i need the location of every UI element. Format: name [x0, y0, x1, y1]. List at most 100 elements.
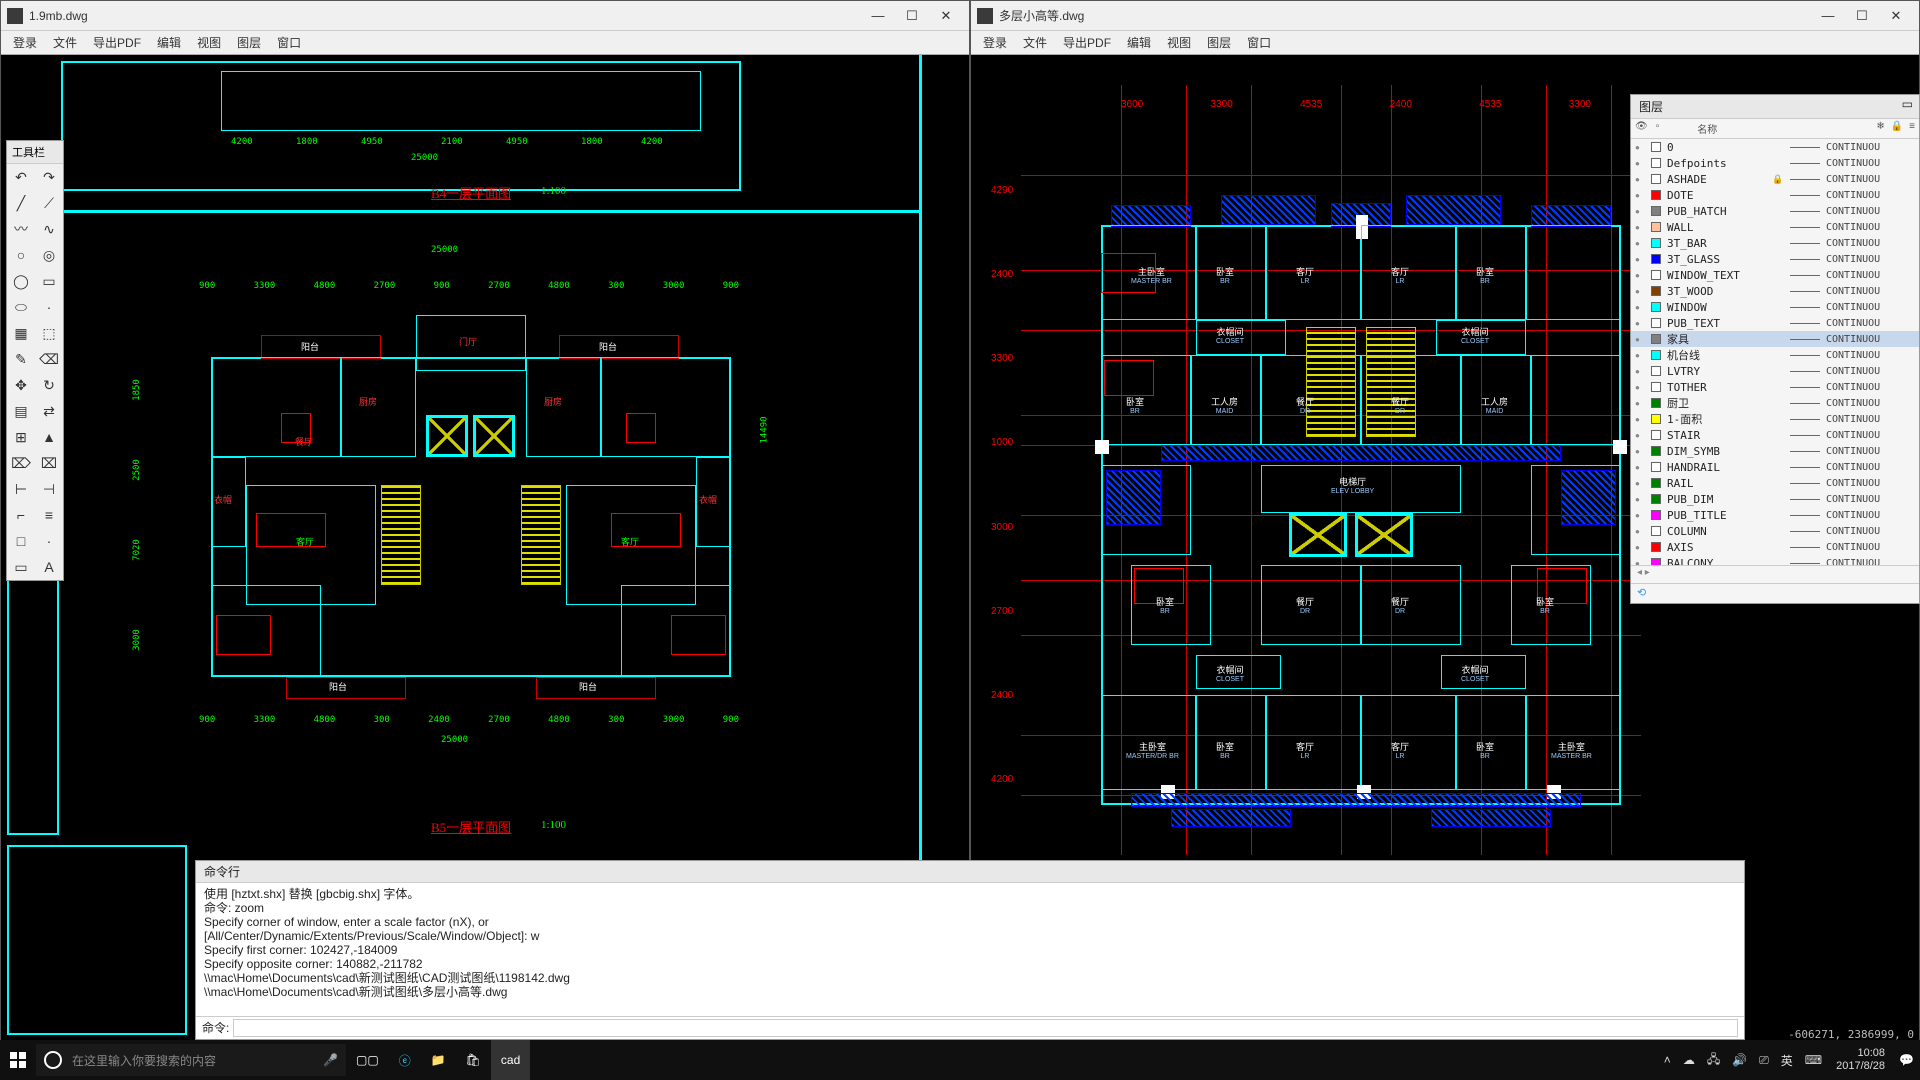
taskbar-search[interactable]: 在这里输入你要搜索的内容 🎤	[36, 1044, 346, 1076]
tool-btn-26[interactable]: ⌐	[7, 502, 35, 528]
menu-窗口[interactable]: 窗口	[269, 34, 309, 51]
menu-编辑[interactable]: 编辑	[1119, 34, 1159, 51]
layer-row[interactable]: ●PUB_HATCHCONTINUOU	[1631, 203, 1919, 219]
tool-btn-5[interactable]: ∿	[35, 216, 63, 242]
layer-filter-icon[interactable]: ⟲	[1637, 587, 1646, 599]
tool-btn-14[interactable]: ✎	[7, 346, 35, 372]
taskbar-cad-icon[interactable]: cad	[491, 1040, 530, 1080]
tool-btn-29[interactable]: ·	[35, 528, 63, 554]
layer-panel[interactable]: 图层 ▭ 👁▫ 名称 ❄🔒≡ ●0CONTINUOU●DefpointsCONT…	[1630, 94, 1920, 604]
layer-row[interactable]: ●0CONTINUOU	[1631, 139, 1919, 155]
tool-btn-13[interactable]: ⬚	[35, 320, 63, 346]
tool-btn-9[interactable]: ▭	[35, 268, 63, 294]
layer-row[interactable]: ●BALCONYCONTINUOU	[1631, 555, 1919, 565]
menu-图层[interactable]: 图层	[229, 34, 269, 51]
tray-action-center-icon[interactable]: 💬	[1893, 1053, 1920, 1067]
tool-btn-7[interactable]: ◎	[35, 242, 63, 268]
taskbar-store-icon[interactable]: 🛍	[456, 1040, 491, 1080]
taskbar-edge-icon[interactable]: ⓔ	[389, 1040, 421, 1080]
menu-文件[interactable]: 文件	[1015, 34, 1055, 51]
tray-volume-icon[interactable]: 🔊	[1726, 1053, 1753, 1067]
tool-btn-27[interactable]: ≡	[35, 502, 63, 528]
layer-row[interactable]: ●3T_WOODCONTINUOU	[1631, 283, 1919, 299]
layer-row[interactable]: ●WALLCONTINUOU	[1631, 219, 1919, 235]
tray-onedrive-icon[interactable]: ☁	[1677, 1053, 1701, 1067]
tool-palette[interactable]: 工具栏 ↶↷╱⟋〰∿○◎◯▭⬭·▦⬚✎⌫✥↻▤⇄⊞▲⌦⌧⊢⊣⌐≡□·▭A	[6, 140, 64, 581]
tool-btn-8[interactable]: ◯	[7, 268, 35, 294]
command-input[interactable]	[233, 1019, 1738, 1037]
tray-input-icon[interactable]: ⌨	[1799, 1053, 1828, 1067]
menu-窗口[interactable]: 窗口	[1239, 34, 1279, 51]
menu-编辑[interactable]: 编辑	[149, 34, 189, 51]
taskbar-explorer-icon[interactable]: 📁	[421, 1040, 456, 1080]
layer-row[interactable]: ●厨卫CONTINUOU	[1631, 395, 1919, 411]
tool-btn-4[interactable]: 〰	[7, 216, 35, 242]
maximize-button[interactable]: ☐	[1845, 6, 1879, 26]
layer-row[interactable]: ●LVTRYCONTINUOU	[1631, 363, 1919, 379]
layer-list[interactable]: ●0CONTINUOU●DefpointsCONTINUOU●ASHADE🔒CO…	[1631, 139, 1919, 565]
tool-btn-19[interactable]: ⇄	[35, 398, 63, 424]
close-button[interactable]: ✕	[929, 6, 963, 26]
layer-row[interactable]: ●DOTECONTINUOU	[1631, 187, 1919, 203]
layer-row[interactable]: ●RAILCONTINUOU	[1631, 475, 1919, 491]
tool-btn-25[interactable]: ⊣	[35, 476, 63, 502]
menu-导出PDF[interactable]: 导出PDF	[1055, 34, 1119, 51]
layer-row[interactable]: ●1-面积CONTINUOU	[1631, 411, 1919, 427]
tool-btn-11[interactable]: ·	[35, 294, 63, 320]
layer-row[interactable]: ●TOTHERCONTINUOU	[1631, 379, 1919, 395]
tool-btn-10[interactable]: ⬭	[7, 294, 35, 320]
maximize-button[interactable]: ☐	[895, 6, 929, 26]
tool-btn-20[interactable]: ⊞	[7, 424, 35, 450]
tool-btn-0[interactable]: ↶	[7, 164, 35, 190]
tool-btn-28[interactable]: □	[7, 528, 35, 554]
layer-row[interactable]: ●HANDRAILCONTINUOU	[1631, 459, 1919, 475]
menu-图层[interactable]: 图层	[1199, 34, 1239, 51]
layer-row[interactable]: ●WINDOW_TEXTCONTINUOU	[1631, 267, 1919, 283]
layer-row[interactable]: ●3T_GLASSCONTINUOU	[1631, 251, 1919, 267]
layer-row[interactable]: ●AXISCONTINUOU	[1631, 539, 1919, 555]
layer-panel-close-icon[interactable]: ▭	[1902, 97, 1913, 111]
tray-chevron-icon[interactable]: ˄	[1658, 1053, 1677, 1067]
mic-icon[interactable]: 🎤	[323, 1053, 338, 1067]
tool-btn-16[interactable]: ✥	[7, 372, 35, 398]
layer-row[interactable]: ●PUB_TITLECONTINUOU	[1631, 507, 1919, 523]
menu-文件[interactable]: 文件	[45, 34, 85, 51]
task-view-button[interactable]: ▢▢	[346, 1040, 389, 1080]
tool-btn-3[interactable]: ⟋	[35, 190, 63, 216]
tool-btn-22[interactable]: ⌦	[7, 450, 35, 476]
tool-btn-31[interactable]: A	[35, 554, 63, 580]
taskbar-clock[interactable]: 10:082017/8/28	[1828, 1047, 1893, 1073]
tool-btn-12[interactable]: ▦	[7, 320, 35, 346]
layer-row[interactable]: ●PUB_TEXTCONTINUOU	[1631, 315, 1919, 331]
tool-btn-15[interactable]: ⌫	[35, 346, 63, 372]
layer-row[interactable]: ●机台线CONTINUOU	[1631, 347, 1919, 363]
tool-btn-17[interactable]: ↻	[35, 372, 63, 398]
minimize-button[interactable]: —	[861, 6, 895, 26]
tool-btn-1[interactable]: ↷	[35, 164, 63, 190]
layer-row[interactable]: ●PUB_DIMCONTINUOU	[1631, 491, 1919, 507]
tool-btn-6[interactable]: ○	[7, 242, 35, 268]
menu-视图[interactable]: 视图	[189, 34, 229, 51]
layer-row[interactable]: ●STAIRCONTINUOU	[1631, 427, 1919, 443]
tool-btn-30[interactable]: ▭	[7, 554, 35, 580]
layer-row[interactable]: ●ASHADE🔒CONTINUOU	[1631, 171, 1919, 187]
start-button[interactable]	[0, 1040, 36, 1080]
layer-row[interactable]: ●DIM_SYMBCONTINUOU	[1631, 443, 1919, 459]
tool-btn-24[interactable]: ⊢	[7, 476, 35, 502]
tool-btn-23[interactable]: ⌧	[35, 450, 63, 476]
menu-登录[interactable]: 登录	[5, 34, 45, 51]
layer-row[interactable]: ●3T_BARCONTINUOU	[1631, 235, 1919, 251]
menu-视图[interactable]: 视图	[1159, 34, 1199, 51]
minimize-button[interactable]: —	[1811, 6, 1845, 26]
close-button[interactable]: ✕	[1879, 6, 1913, 26]
tool-btn-18[interactable]: ▤	[7, 398, 35, 424]
layer-row[interactable]: ●WINDOWCONTINUOU	[1631, 299, 1919, 315]
tray-ime-icon[interactable]: 英	[1775, 1052, 1799, 1069]
menu-导出PDF[interactable]: 导出PDF	[85, 34, 149, 51]
menu-登录[interactable]: 登录	[975, 34, 1015, 51]
tray-network-icon[interactable]: 🖧	[1701, 1050, 1726, 1071]
layer-row[interactable]: ●DefpointsCONTINUOU	[1631, 155, 1919, 171]
tool-btn-2[interactable]: ╱	[7, 190, 35, 216]
tray-devices-icon[interactable]: ⎚	[1753, 1053, 1775, 1068]
layer-row[interactable]: ●家具CONTINUOU	[1631, 331, 1919, 347]
